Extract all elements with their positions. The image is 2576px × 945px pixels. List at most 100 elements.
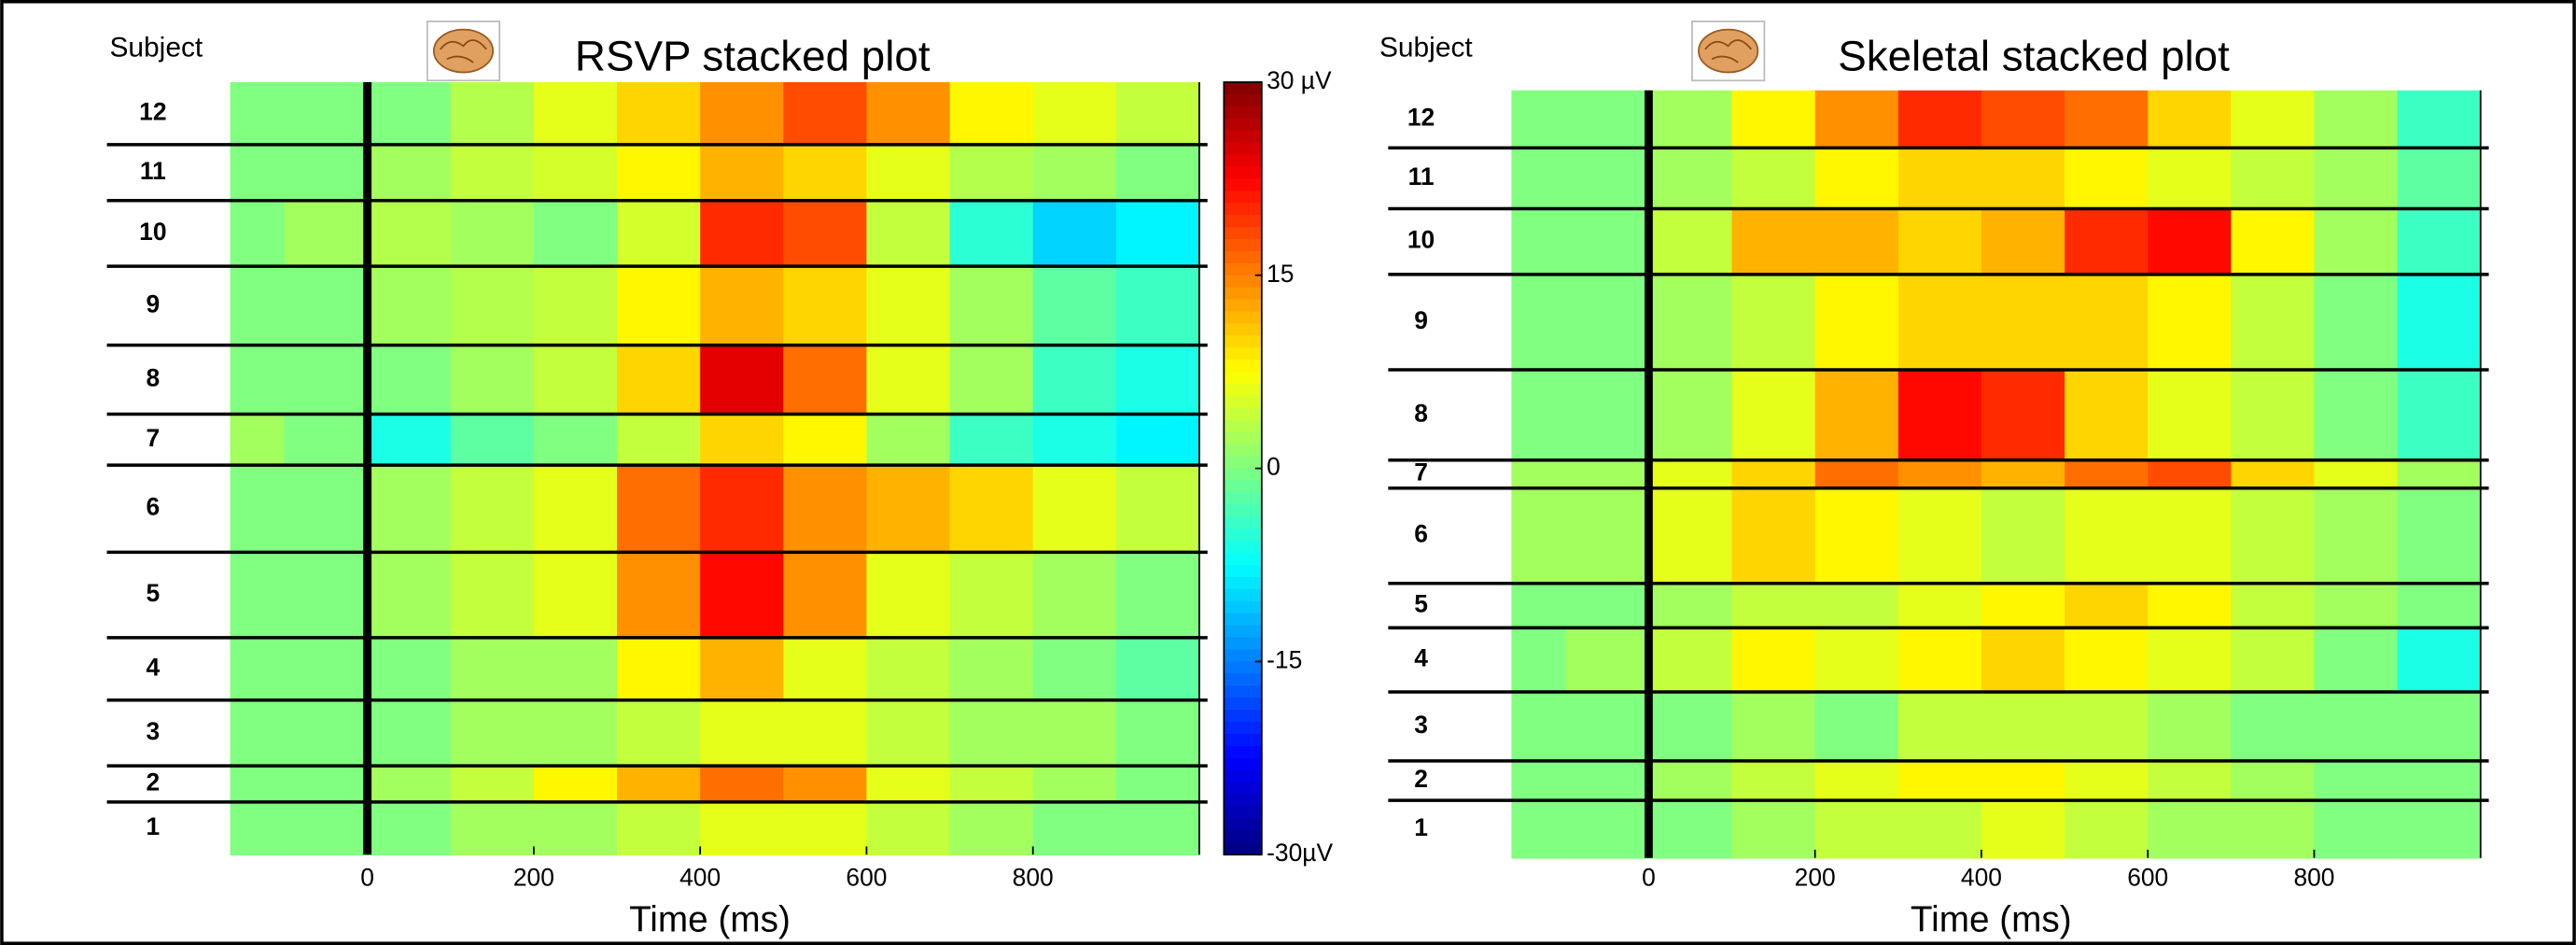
colorbar-step xyxy=(1224,830,1262,844)
colorbar-step xyxy=(1224,733,1262,747)
heatmap-cell xyxy=(2148,274,2233,371)
subject-label: 3 xyxy=(1414,711,1428,739)
heatmap-cell xyxy=(1565,583,1650,629)
heatmap-cell xyxy=(1115,144,1200,202)
heatmap-cell xyxy=(617,345,702,416)
colorbar-step xyxy=(1224,649,1262,663)
colorbar-step xyxy=(1224,613,1262,627)
heatmap-cell xyxy=(617,465,702,554)
subject-label: 9 xyxy=(1414,306,1428,334)
heatmap-cell xyxy=(1032,82,1117,146)
heatmap-cell xyxy=(1897,370,1982,461)
heatmap-cell xyxy=(1511,274,1567,371)
colorbar-step xyxy=(1224,335,1262,349)
heatmap-cell xyxy=(230,200,286,267)
heatmap-cell xyxy=(866,766,951,803)
colorbar-step xyxy=(1224,142,1262,156)
colorbar-step xyxy=(1224,93,1262,107)
heatmap-cell xyxy=(1897,487,1982,585)
colorbar-step xyxy=(1224,529,1262,543)
heatmap-cell xyxy=(284,82,369,146)
heatmap-cell xyxy=(2314,800,2399,859)
subject-label: 3 xyxy=(146,717,160,745)
heatmap-cell xyxy=(1565,487,1650,585)
heatmap-cell xyxy=(2231,487,2316,585)
heatmap-cell xyxy=(230,766,286,803)
heatmap-cell xyxy=(284,766,369,803)
heatmap-cell xyxy=(1032,801,1117,856)
heatmap-cell xyxy=(1731,274,1816,371)
heatmap-cell xyxy=(2231,628,2316,693)
heatmap-cell xyxy=(949,465,1034,554)
chart-title: RSVP stacked plot xyxy=(575,32,931,79)
colorbar-step xyxy=(1224,323,1262,337)
heatmap-cell xyxy=(1897,583,1982,629)
heatmap-cell xyxy=(1511,628,1567,693)
colorbar-step xyxy=(1224,384,1262,397)
heatmap-cell xyxy=(284,345,369,416)
heatmap-cell xyxy=(617,552,702,639)
heatmap-cell xyxy=(949,414,1034,466)
heatmap-cell xyxy=(533,699,618,768)
heatmap-cell xyxy=(284,637,369,701)
heatmap-cell xyxy=(284,465,369,554)
heatmap-cell xyxy=(1565,148,1650,210)
heatmap-cell xyxy=(2065,487,2149,585)
heatmap-cell xyxy=(230,637,286,701)
heatmap-cell xyxy=(2314,370,2399,461)
heatmap-cell xyxy=(1897,208,1982,275)
heatmap-cell xyxy=(1032,414,1117,466)
heatmap-cell xyxy=(2397,208,2482,275)
heatmap-cell xyxy=(367,414,452,466)
heatmap-cell xyxy=(2148,760,2233,801)
heatmap-cell xyxy=(1648,691,1733,762)
heatmap-cell xyxy=(1731,583,1816,629)
heatmap-cell xyxy=(866,801,951,856)
heatmap-cell xyxy=(617,637,702,701)
colorbar-step xyxy=(1224,215,1262,228)
heatmap-cell xyxy=(1981,208,2065,275)
heatmap-cell xyxy=(1115,345,1200,416)
heatmap-cell xyxy=(1565,760,1650,801)
heatmap-cell xyxy=(2231,800,2316,859)
heatmap-cell xyxy=(2148,459,2233,489)
heatmap-cell xyxy=(450,144,535,202)
heatmap-cell xyxy=(450,266,535,346)
heatmap-cell xyxy=(284,144,369,202)
heatmap-cell xyxy=(450,801,535,856)
heatmap-cell xyxy=(230,552,286,639)
heatmap-cell xyxy=(1814,459,1899,489)
heatmap-cell xyxy=(617,266,702,346)
heatmap-cell xyxy=(1981,90,2065,149)
heatmap-cell xyxy=(866,465,951,554)
brain-icon xyxy=(1691,21,1766,82)
heatmap-cell xyxy=(2065,760,2149,801)
heatmap-cell xyxy=(2314,628,2399,693)
heatmap-cell xyxy=(1115,801,1200,856)
heatmap-cell xyxy=(1897,274,1982,371)
subject-label: 10 xyxy=(1407,226,1435,254)
heatmap-cell xyxy=(1032,552,1117,639)
heatmap-cell xyxy=(1565,208,1650,275)
colorbar-step xyxy=(1224,794,1262,808)
colorbar-step xyxy=(1224,166,1262,180)
subject-label: 8 xyxy=(1414,399,1428,427)
colorbar-step xyxy=(1224,806,1262,820)
colorbar-step xyxy=(1224,444,1262,458)
heatmap-cell xyxy=(533,82,618,146)
heatmap-cell xyxy=(2314,274,2399,371)
colorbar-step xyxy=(1224,106,1262,120)
heatmap-cell xyxy=(367,699,452,768)
heatmap-cell xyxy=(533,266,618,346)
heatmap-cell xyxy=(1731,90,1816,149)
subject-label: 9 xyxy=(146,289,160,317)
heatmap-cell xyxy=(1115,699,1200,768)
heatmap-cell xyxy=(230,414,286,466)
heatmap-cell xyxy=(367,144,452,202)
heatmap-cell xyxy=(1981,148,2065,210)
heatmap-cell xyxy=(1814,208,1899,275)
heatmap-cell xyxy=(1731,487,1816,585)
heatmap-cell xyxy=(284,699,369,768)
colorbar-label: -30µV xyxy=(1267,839,1333,867)
subject-label: 6 xyxy=(146,493,160,521)
